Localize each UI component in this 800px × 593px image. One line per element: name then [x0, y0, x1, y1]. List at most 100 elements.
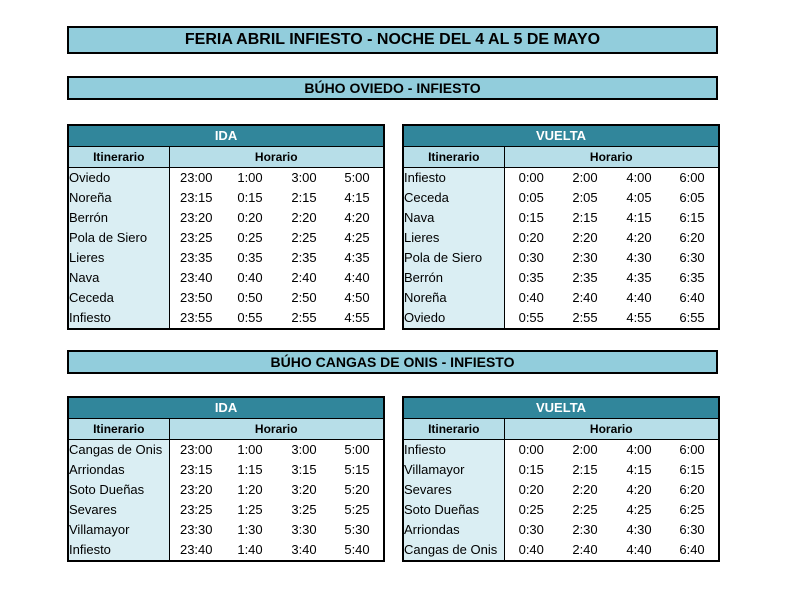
- stop-name: Sevares: [68, 500, 170, 520]
- table-row: Noreña 0:40 2:40 4:40 6:40: [403, 288, 720, 308]
- horario-header: Horario: [504, 418, 720, 440]
- direction-header: VUELTA: [403, 125, 720, 147]
- departure-time: 3:00: [277, 167, 331, 188]
- departure-time: 23:30: [169, 520, 223, 540]
- stop-name: Pola de Siero: [68, 228, 170, 248]
- table-row: Soto Dueñas 0:25 2:25 4:25 6:25: [403, 500, 720, 520]
- stop-name: Infiesto: [403, 167, 505, 188]
- horario-header: Horario: [504, 146, 720, 168]
- section-heading-cangas: BÚHO CANGAS DE ONIS - INFIESTO: [67, 350, 718, 374]
- departure-time: 3:40: [277, 540, 331, 561]
- horario-header: Horario: [169, 146, 385, 168]
- departure-time: 2:25: [277, 228, 331, 248]
- departure-time: 6:15: [666, 460, 720, 480]
- stop-name: Cangas de Onis: [403, 540, 505, 561]
- departure-time: 23:15: [169, 460, 223, 480]
- departure-time: 4:05: [612, 188, 666, 208]
- departure-time: 0:15: [504, 208, 558, 228]
- departure-time: 5:15: [331, 460, 385, 480]
- departure-time: 4:55: [331, 308, 385, 329]
- departure-time: 2:50: [277, 288, 331, 308]
- departure-time: 0:00: [504, 167, 558, 188]
- departure-time: 2:40: [558, 288, 612, 308]
- table-row: Nava 0:15 2:15 4:15 6:15: [403, 208, 720, 228]
- departure-time: 3:20: [277, 480, 331, 500]
- departure-time: 2:00: [558, 439, 612, 460]
- stop-name: Nava: [403, 208, 505, 228]
- departure-time: 6:25: [666, 500, 720, 520]
- departure-time: 23:20: [169, 480, 223, 500]
- departure-time: 4:50: [331, 288, 385, 308]
- departure-time: 2:05: [558, 188, 612, 208]
- stop-name: Sevares: [403, 480, 505, 500]
- direction-header: IDA: [68, 397, 385, 419]
- departure-time: 23:55: [169, 308, 223, 329]
- departure-time: 1:15: [223, 460, 277, 480]
- departure-time: 6:35: [666, 268, 720, 288]
- stop-name: Villamayor: [68, 520, 170, 540]
- departure-time: 0:55: [223, 308, 277, 329]
- departure-time: 5:30: [331, 520, 385, 540]
- departure-time: 2:55: [277, 308, 331, 329]
- departure-time: 23:15: [169, 188, 223, 208]
- departure-time: 4:20: [331, 208, 385, 228]
- itinerario-header: Itinerario: [403, 146, 505, 168]
- itinerario-header: Itinerario: [403, 418, 505, 440]
- departure-time: 4:35: [612, 268, 666, 288]
- departure-time: 4:25: [331, 228, 385, 248]
- departure-time: 6:30: [666, 248, 720, 268]
- departure-time: 0:30: [504, 248, 558, 268]
- departure-time: 2:30: [558, 248, 612, 268]
- departure-time: 0:35: [504, 268, 558, 288]
- departure-time: 0:20: [504, 228, 558, 248]
- table-row: Pola de Siero 0:30 2:30 4:30 6:30: [403, 248, 720, 268]
- departure-time: 0:50: [223, 288, 277, 308]
- departure-time: 4:00: [612, 167, 666, 188]
- departure-time: 3:30: [277, 520, 331, 540]
- horario-header: Horario: [169, 418, 385, 440]
- departure-time: 23:25: [169, 500, 223, 520]
- stop-name: Lieres: [403, 228, 505, 248]
- stop-name: Berrón: [68, 208, 170, 228]
- departure-time: 5:00: [331, 439, 385, 460]
- table-row: Arriondas 23:15 1:15 3:15 5:15: [68, 460, 385, 480]
- departure-time: 0:25: [223, 228, 277, 248]
- table-row: Berrón 23:20 0:20 2:20 4:20: [68, 208, 385, 228]
- departure-time: 2:20: [277, 208, 331, 228]
- table-row: Arriondas 0:30 2:30 4:30 6:30: [403, 520, 720, 540]
- stop-name: Nava: [68, 268, 170, 288]
- departure-time: 6:20: [666, 228, 720, 248]
- departure-time: 6:15: [666, 208, 720, 228]
- departure-time: 6:40: [666, 540, 720, 561]
- departure-time: 3:00: [277, 439, 331, 460]
- departure-time: 0:15: [223, 188, 277, 208]
- stop-name: Oviedo: [403, 308, 505, 329]
- table-row: Cangas de Onis 0:40 2:40 4:40 6:40: [403, 540, 720, 561]
- departure-time: 6:00: [666, 167, 720, 188]
- table-row: Oviedo 23:00 1:00 3:00 5:00: [68, 167, 385, 188]
- departure-time: 6:55: [666, 308, 720, 329]
- section-heading-oviedo: BÚHO OVIEDO - INFIESTO: [67, 76, 718, 100]
- departure-time: 6:40: [666, 288, 720, 308]
- departure-time: 4:15: [331, 188, 385, 208]
- departure-time: 23:00: [169, 167, 223, 188]
- departure-time: 1:20: [223, 480, 277, 500]
- departure-time: 5:40: [331, 540, 385, 561]
- departure-time: 23:20: [169, 208, 223, 228]
- stop-name: Soto Dueñas: [68, 480, 170, 500]
- table-row: Villamayor 23:30 1:30 3:30 5:30: [68, 520, 385, 540]
- table-row: Cangas de Onis 23:00 1:00 3:00 5:00: [68, 439, 385, 460]
- departure-time: 0:30: [504, 520, 558, 540]
- departure-time: 2:55: [558, 308, 612, 329]
- departure-time: 0:40: [504, 540, 558, 561]
- stop-name: Arriondas: [403, 520, 505, 540]
- stop-name: Cangas de Onis: [68, 439, 170, 460]
- table-row: Sevares 0:20 2:20 4:20 6:20: [403, 480, 720, 500]
- departure-time: 2:00: [558, 167, 612, 188]
- departure-time: 4:40: [612, 288, 666, 308]
- departure-time: 2:15: [558, 208, 612, 228]
- stop-name: Lieres: [68, 248, 170, 268]
- departure-time: 0:35: [223, 248, 277, 268]
- direction-header: IDA: [68, 125, 385, 147]
- departure-time: 4:40: [331, 268, 385, 288]
